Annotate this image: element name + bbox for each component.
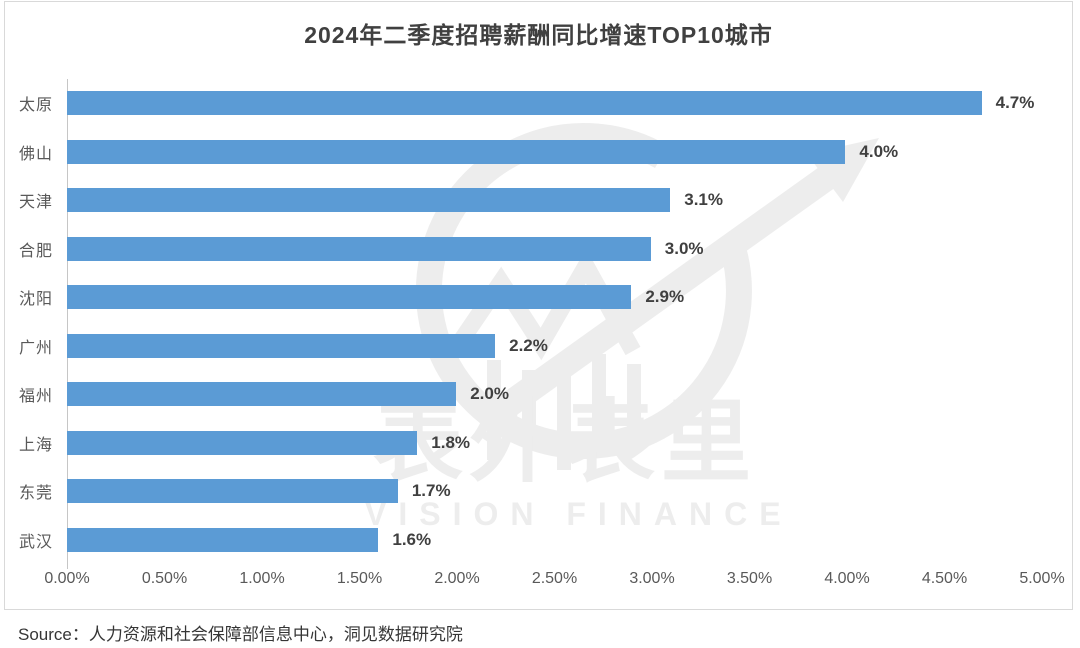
chart-card: 表外表里 VISION FINANCE 2024年二季度招聘薪酬同比增速TOP1…	[4, 1, 1073, 610]
bar	[67, 382, 457, 407]
value-label: 2.0%	[470, 384, 509, 404]
bar-track: 1.6%	[67, 527, 1040, 552]
bar-row: 武汉 1.6%	[5, 516, 1072, 565]
x-tick-label: 5.00%	[1019, 570, 1065, 587]
bar	[67, 236, 651, 261]
value-label: 4.7%	[995, 93, 1035, 113]
value-label: 1.8%	[431, 432, 471, 452]
bar-track: 1.7%	[67, 479, 1040, 504]
value-label: 1.6%	[392, 529, 432, 549]
x-tick-label: 2.50%	[531, 570, 578, 587]
x-tick-label: 3.00%	[629, 570, 675, 587]
bar	[67, 430, 418, 455]
category-label: 天津	[18, 194, 53, 212]
category-label: 东莞	[18, 485, 53, 503]
category-label: 武汉	[18, 533, 53, 551]
category-label: 福州	[18, 388, 53, 406]
value-label: 3.1%	[684, 190, 723, 210]
bar	[67, 479, 398, 504]
bar	[67, 188, 671, 213]
bar-rows: 太原 4.7% 佛山 4.0% 天津 3.1% 合肥 3.0% 沈阳 2.9% 广州 2.2% 福州 2.…	[5, 79, 1072, 564]
x-tick-label: 1.00%	[239, 570, 285, 587]
bar-row: 太原 4.7%	[5, 79, 1072, 128]
plot-area: 太原 4.7% 佛山 4.0% 天津 3.1% 合肥 3.0% 沈阳 2.9% 广州 2.2% 福州 2.…	[5, 79, 1072, 564]
x-axis: 0.00% 0.50% 1.00% 1.50% 2.00% 2.50% 3.00% 3.50%…	[44, 568, 1064, 590]
bar	[67, 285, 632, 310]
bar-track: 3.0%	[67, 236, 1040, 261]
bar-row: 东莞 1.7%	[5, 467, 1072, 516]
value-label: 4.0%	[859, 141, 899, 161]
bar-row: 佛山 4.0%	[5, 128, 1072, 177]
bar	[67, 91, 982, 116]
bar-track: 2.2%	[67, 333, 1040, 358]
value-label: 1.7%	[411, 481, 451, 501]
chart-title: 2024年二季度招聘薪酬同比增速TOP10城市	[304, 22, 773, 48]
value-label: 2.9%	[645, 287, 685, 307]
bar-track: 1.8%	[67, 430, 1040, 455]
bar-track: 2.0%	[67, 382, 1040, 407]
bar-track: 2.9%	[67, 285, 1040, 310]
x-tick-label: 0.00%	[44, 570, 90, 587]
value-label: 2.2%	[509, 335, 548, 355]
x-tick-label: 0.50%	[141, 570, 188, 587]
bar-row: 沈阳 2.9%	[5, 273, 1072, 322]
x-tick-label: 1.50%	[336, 570, 383, 587]
category-label: 沈阳	[18, 291, 53, 309]
bar-row: 合肥 3.0%	[5, 225, 1072, 274]
value-label: 3.0%	[664, 238, 704, 258]
bar-row: 福州 2.0%	[5, 370, 1072, 419]
bar-row: 上海 1.8%	[5, 419, 1072, 468]
bar-row: 广州 2.2%	[5, 322, 1072, 371]
category-label: 上海	[18, 436, 53, 454]
bar-track: 4.0%	[67, 139, 1040, 164]
bar-row: 天津 3.1%	[5, 176, 1072, 225]
category-label: 太原	[18, 97, 53, 115]
category-label: 合肥	[18, 242, 53, 260]
x-tick-label: 4.00%	[824, 570, 870, 587]
category-label: 佛山	[18, 145, 53, 163]
category-label: 广州	[18, 339, 53, 357]
bar	[67, 527, 379, 552]
x-tick-label: 2.00%	[434, 570, 480, 587]
bar	[67, 139, 846, 164]
y-axis-line	[67, 79, 68, 569]
bar	[67, 333, 496, 358]
bar-track: 4.7%	[67, 91, 1040, 116]
source-note: Source：人力资源和社会保障部信息中心，洞见数据研究院	[18, 625, 463, 644]
x-tick-label: 4.50%	[921, 570, 968, 587]
x-tick-label: 3.50%	[726, 570, 773, 587]
bar-track: 3.1%	[67, 188, 1040, 213]
